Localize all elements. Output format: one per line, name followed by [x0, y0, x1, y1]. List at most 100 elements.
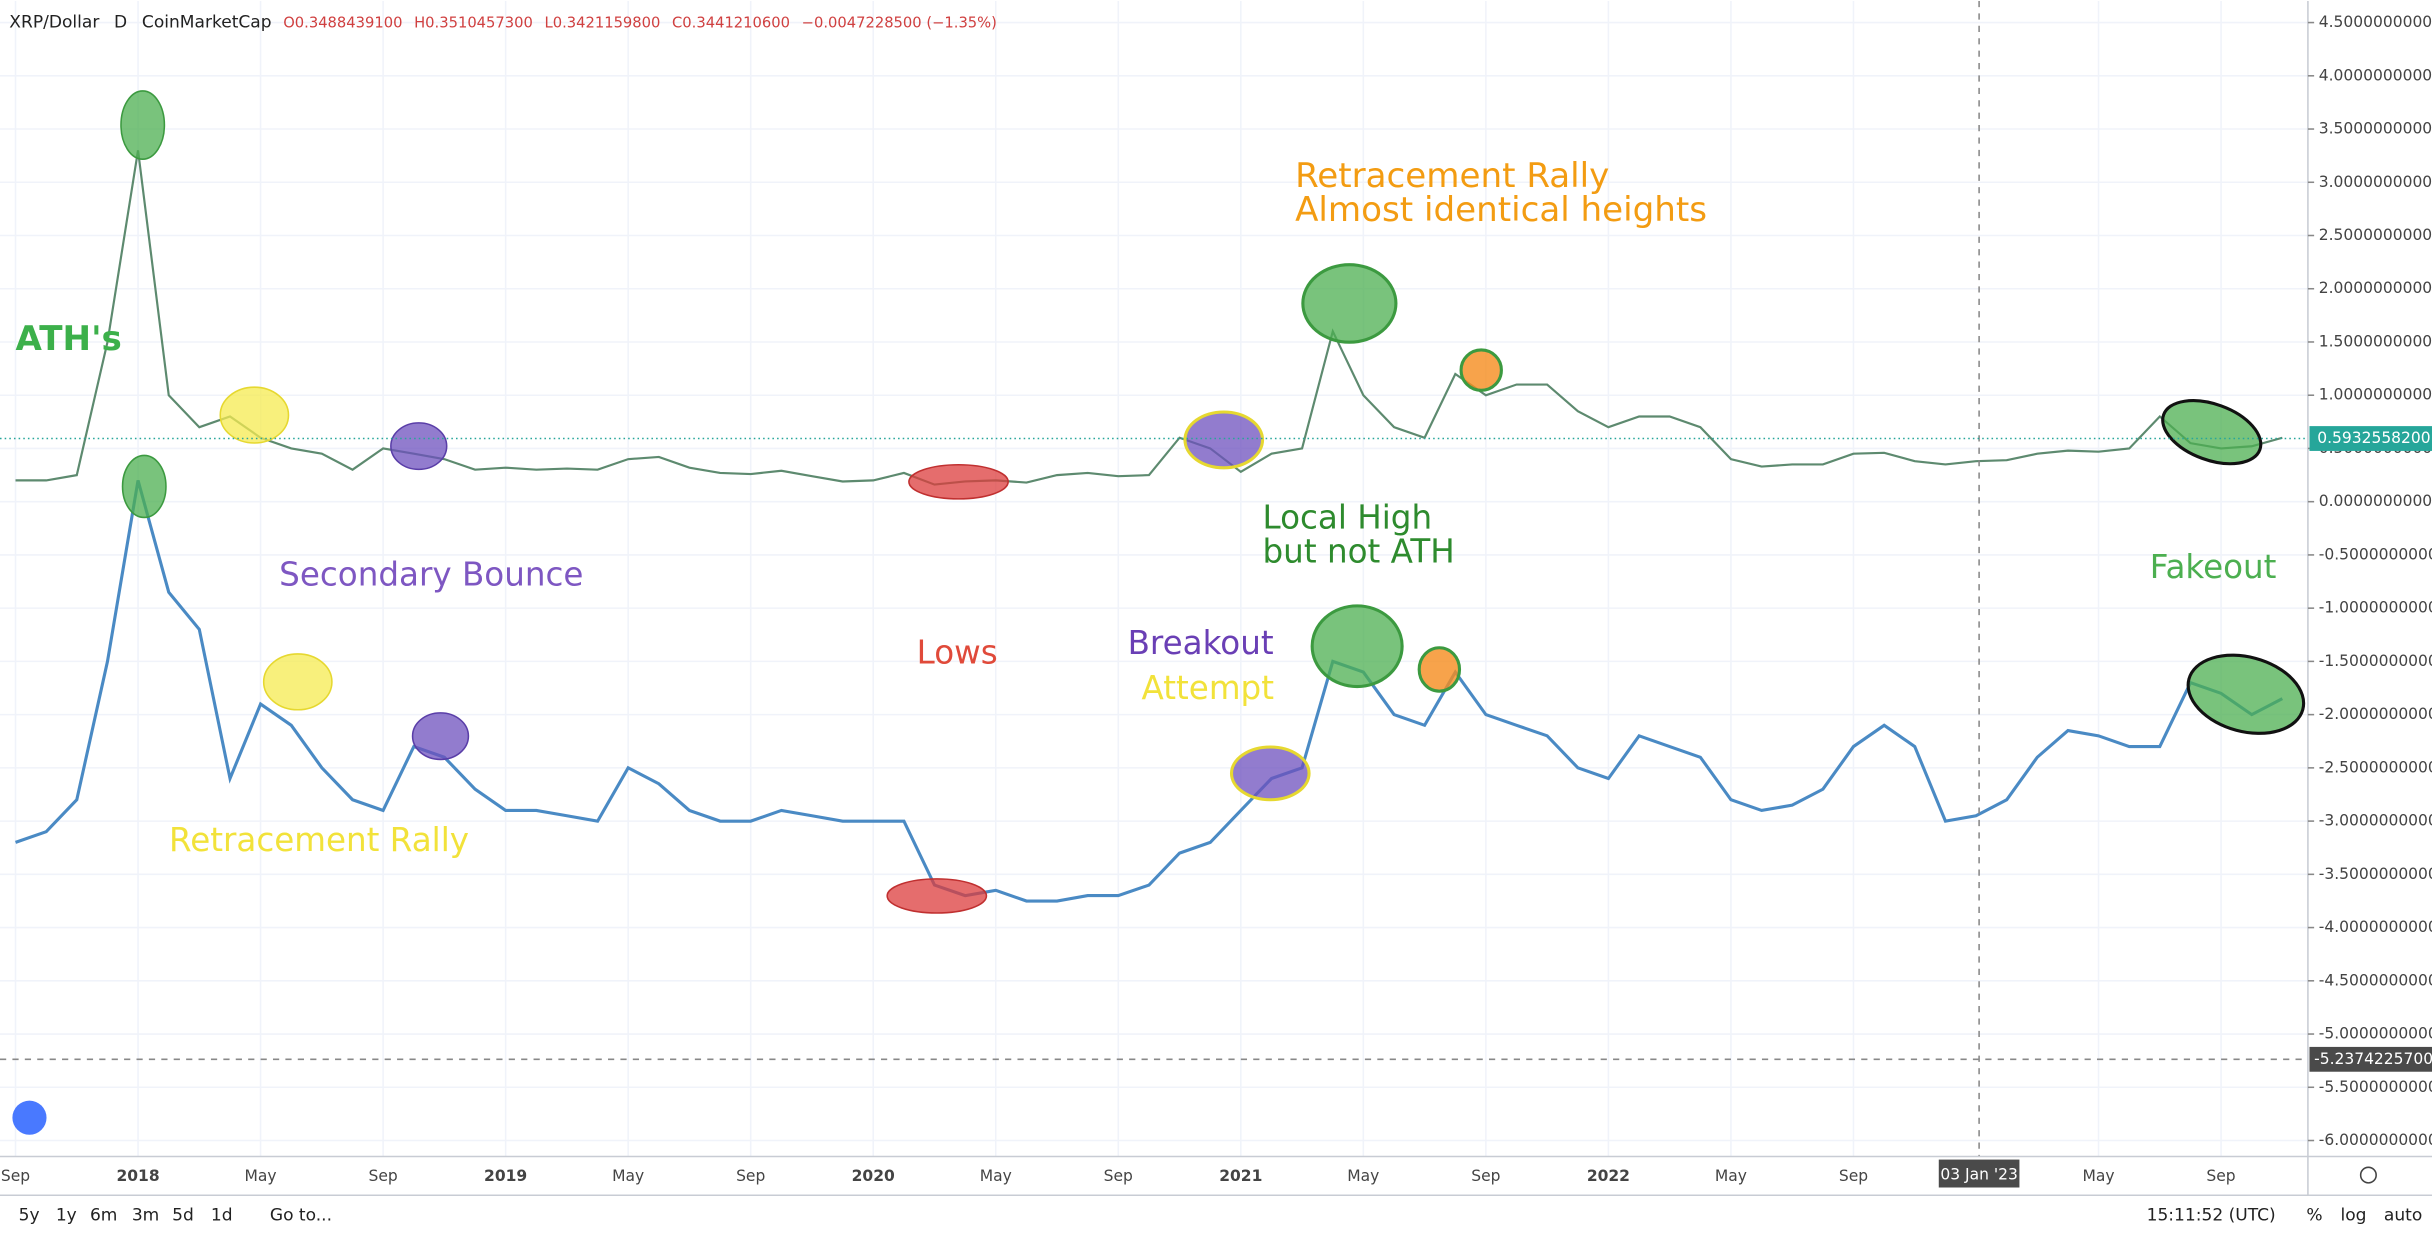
source: CoinMarketCap [142, 12, 272, 32]
crosshair-y-box [2309, 1046, 2432, 1072]
highlight [2186, 653, 2306, 735]
series-line [14, 479, 2284, 903]
y-tick-label: 1.0000000000 [2319, 386, 2432, 404]
highlight [1417, 646, 1462, 693]
highlights [120, 90, 2306, 914]
grid [0, 0, 2308, 1157]
highlight [262, 653, 333, 711]
price-label: 0.5932558200 [2317, 429, 2430, 447]
y-tick-label: -4.5000000000 [2319, 971, 2432, 989]
x-tick-label: 2020 [852, 1167, 895, 1185]
range-button[interactable]: 5d [172, 1205, 194, 1225]
log-toggle[interactable]: log [2340, 1205, 2366, 1225]
crosshair-x-label: 03 Jan '23 [1940, 1166, 2017, 1184]
y-tick-label: -5.5000000000 [2319, 1078, 2432, 1096]
x-tick-label: Sep [368, 1167, 397, 1185]
highlight [120, 90, 166, 160]
auto-toggle[interactable]: auto [2384, 1205, 2422, 1225]
x-tick-label: 2021 [1219, 1167, 1262, 1185]
range-button[interactable]: 6m [90, 1205, 117, 1225]
highlight [411, 712, 470, 761]
highlight [1301, 263, 1398, 344]
x-tick-label: May [980, 1167, 1012, 1185]
ohlc: H0.3510457300 [414, 14, 533, 31]
range-button[interactable]: 5y [19, 1205, 40, 1225]
x-tick-label: Sep [1471, 1167, 1500, 1185]
y-tick-label: -4.0000000000 [2319, 918, 2432, 936]
crosshair-x-box [1938, 1159, 2020, 1188]
x-tick-label: May [1715, 1167, 1747, 1185]
y-tick-label: -5.0000000000 [2319, 1025, 2432, 1043]
highlight [908, 463, 1009, 500]
x-tick-label: 2018 [116, 1167, 159, 1185]
x-tick-label: Sep [1104, 1167, 1133, 1185]
y-tick-label: 3.0000000000 [2319, 173, 2432, 191]
x-tick-label: Sep [2206, 1167, 2235, 1185]
y-tick-label: 1.5000000000 [2319, 332, 2432, 350]
range-button[interactable]: 1y [56, 1205, 77, 1225]
y-tick-label: -6.0000000000 [2319, 1131, 2432, 1149]
price-label-box [2309, 426, 2432, 451]
x-tick-label: May [245, 1167, 277, 1185]
annotation: Almost identical heights [1295, 190, 1707, 230]
highlight [1229, 745, 1311, 802]
annotation: but not ATH [1263, 532, 1455, 570]
y-tick-label: -1.5000000000 [2319, 652, 2432, 670]
highlight [121, 454, 167, 519]
y-tick-label: -1.0000000000 [2319, 599, 2432, 617]
highlight [1183, 410, 1265, 470]
y-tick-label: 4.5000000000 [2319, 13, 2432, 31]
y-tick-label: 4.0000000000 [2319, 66, 2432, 84]
annotation: ATH's [16, 319, 122, 359]
highlight [390, 422, 448, 471]
annotation: Retracement Rally [169, 821, 469, 859]
y-tick-label: 2.0000000000 [2319, 279, 2432, 297]
ohlc: O0.3488439100 [283, 14, 402, 31]
symbol: XRP/Dollar [9, 12, 100, 32]
x-tick-label: May [1347, 1167, 1379, 1185]
percent-toggle[interactable]: % [2306, 1205, 2322, 1225]
range-button[interactable]: 3m [132, 1205, 159, 1225]
ohlc: C0.3441210600 [672, 14, 790, 31]
clock: 15:11:52 (UTC) [2147, 1205, 2276, 1225]
y-tick-label: 0.0000000000 [2319, 492, 2432, 510]
highlight [886, 878, 988, 914]
highlight [1459, 348, 1503, 392]
x-tick-label: May [2083, 1167, 2115, 1185]
crosshair-y-label: -5.2374225700 [2314, 1050, 2432, 1068]
highlight [219, 386, 290, 444]
annotation: Retracement Rally [1295, 156, 1609, 196]
y-tick-label: -3.0000000000 [2319, 812, 2432, 830]
annotation: Breakout [1128, 624, 1274, 662]
y-tick-label: -0.5000000000 [2319, 545, 2432, 563]
annotation: Lows [917, 633, 998, 671]
x-tick-label: Sep [736, 1167, 765, 1185]
y-tick-label: -2.5000000000 [2319, 758, 2432, 776]
toolbar: 5y 1y 6m 3m 5d 1d Go to... 15:11:52 (UTC… [19, 1205, 2423, 1225]
y-tick-label: -2.0000000000 [2319, 705, 2432, 723]
x-tick-label: 2019 [484, 1167, 527, 1185]
highlight [2161, 399, 2263, 466]
settings-icon[interactable] [2359, 1166, 2377, 1184]
x-tick-label: May [612, 1167, 644, 1185]
x-tick-label: Sep [1, 1167, 30, 1185]
y-tick-label: -3.5000000000 [2319, 865, 2432, 883]
annotation: Secondary Bounce [279, 556, 583, 594]
goto-button[interactable]: Go to... [270, 1205, 332, 1225]
range-button[interactable]: 1d [211, 1205, 233, 1225]
x-tick-label: Sep [1839, 1167, 1868, 1185]
ohlc: L0.3421159800 [545, 14, 661, 31]
y-tick-label: 3.5000000000 [2319, 120, 2432, 138]
ohlc: −0.0047228500 (−1.35%) [802, 14, 997, 31]
header: XRP/Dollar D CoinMarketCap O0.3488439100… [9, 12, 997, 32]
logo [12, 1100, 47, 1135]
annotation: Local High [1263, 498, 1433, 536]
annotation: Fakeout [2150, 548, 2277, 586]
interval: D [114, 12, 127, 32]
annotation: Attempt [1142, 669, 1274, 707]
x-tick-label: 2022 [1587, 1167, 1630, 1185]
